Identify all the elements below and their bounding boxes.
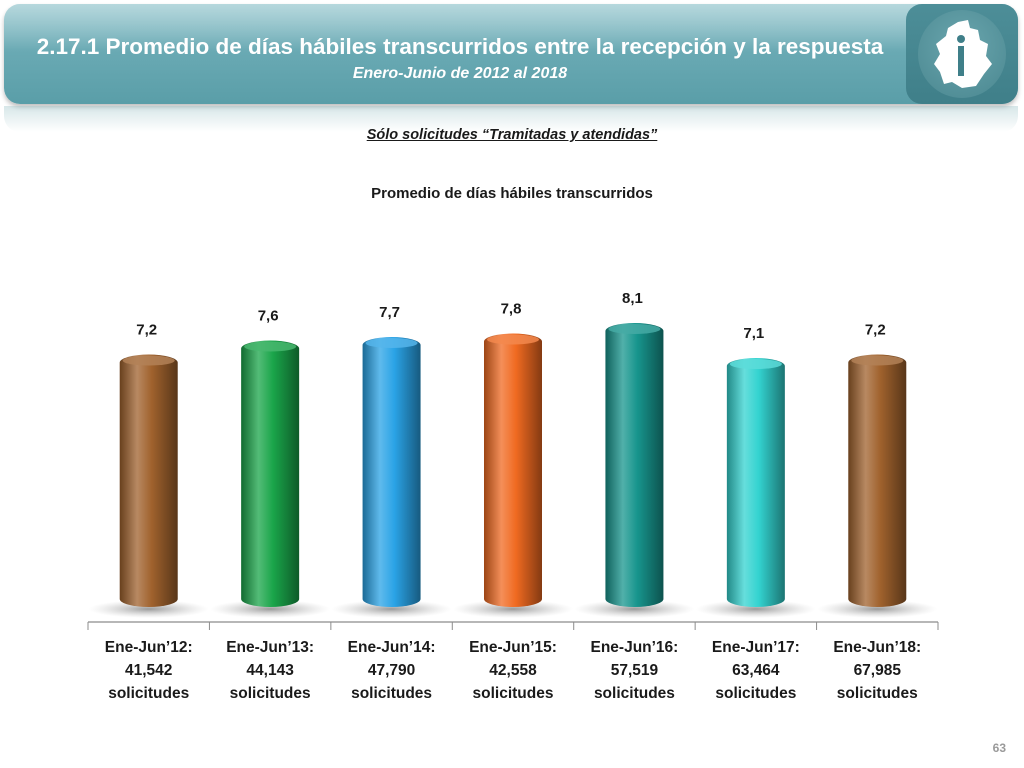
bar-top-cap: [487, 334, 539, 345]
bar: [362, 337, 421, 607]
logo-circle: [918, 10, 1006, 98]
category-label: solicitudes: [351, 685, 432, 702]
category-label: Ene-Jun’18:: [833, 639, 921, 656]
bar-top-cap: [122, 355, 175, 366]
bar-top-cap: [851, 355, 904, 366]
city-map-logo-icon: [934, 20, 992, 88]
category-label: 47,790: [368, 662, 415, 679]
banner-shine: [4, 4, 1018, 52]
bar-top-cap: [244, 341, 297, 352]
bar-shadow: [574, 600, 695, 618]
value-label: 7,1: [743, 325, 764, 342]
bar-shadow: [695, 600, 816, 618]
value-label: 7,8: [501, 301, 522, 318]
value-label: 7,6: [258, 308, 279, 325]
category-label: solicitudes: [715, 685, 796, 702]
bar: [848, 354, 907, 607]
bar: [119, 354, 178, 607]
title-banner: 2.17.1 Promedio de días hábiles transcur…: [4, 4, 1018, 104]
value-label: 8,1: [622, 290, 643, 307]
banner-reflection: [4, 106, 1018, 132]
category-label: Ene-Jun’12:: [105, 639, 193, 656]
category-label: solicitudes: [594, 685, 675, 702]
value-label: 7,2: [136, 322, 157, 339]
category-label: solicitudes: [108, 685, 189, 702]
category-label: Ene-Jun’15:: [469, 639, 557, 656]
category-label: 44,143: [246, 662, 294, 679]
category-label: Ene-Jun’17:: [712, 639, 800, 656]
value-label: 7,7: [379, 304, 400, 321]
category-label: 63,464: [732, 662, 780, 679]
category-label: 42,558: [489, 662, 537, 679]
category-label: 41,542: [125, 662, 172, 679]
bar-shadow: [331, 600, 452, 618]
category-label: solicitudes: [837, 685, 918, 702]
page-subtitle: Enero-Junio de 2012 al 2018: [352, 65, 568, 82]
category-label: Ene-Jun’13:: [226, 639, 314, 656]
bar-shadow: [210, 600, 331, 618]
category-label: 57,519: [611, 662, 659, 679]
bar: [726, 358, 785, 607]
bar-top-cap: [729, 359, 782, 370]
bar: [241, 340, 300, 607]
bar-shadow: [453, 600, 573, 618]
category-label: solicitudes: [473, 685, 554, 702]
bar-top-cap: [365, 338, 418, 349]
chart-title: Promedio de días hábiles transcurridos: [371, 185, 653, 202]
page-title: 2.17.1 Promedio de días hábiles transcur…: [36, 34, 884, 59]
logo-box: [906, 4, 1018, 104]
category-label: Ene-Jun’16:: [590, 639, 678, 656]
bar-top-cap: [608, 324, 661, 334]
bar: [484, 333, 542, 607]
category-label: solicitudes: [230, 685, 311, 702]
bar-shadow: [817, 600, 938, 618]
bar: [605, 323, 664, 607]
page-number: 63: [992, 741, 1006, 755]
filter-note: Sólo solicitudes “Tramitadas y atendidas…: [366, 127, 658, 143]
bar-shadow: [88, 600, 209, 618]
category-label: 67,985: [854, 662, 902, 679]
value-label: 7,2: [865, 322, 886, 339]
category-label: Ene-Jun’14:: [348, 639, 436, 656]
